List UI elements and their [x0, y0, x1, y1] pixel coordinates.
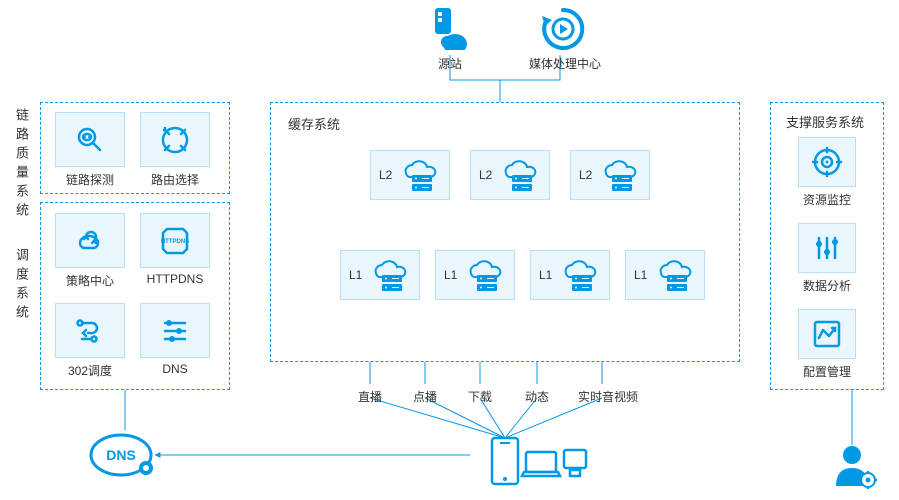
support-card-config	[798, 309, 856, 359]
support-label-config: 配置管理	[790, 363, 864, 380]
cache-l1-node: L1	[530, 250, 610, 300]
service-label: 直播	[358, 388, 382, 405]
dispatch-label-redirect: 302调度	[47, 362, 133, 379]
media-center-icon	[540, 6, 586, 52]
dispatch-label-dns: DNS	[132, 362, 218, 376]
cache-l2-node: L2	[470, 150, 550, 200]
dispatch-card-strategy	[55, 213, 125, 268]
cache-l1-node: L1	[625, 250, 705, 300]
support-card-monitor	[798, 137, 856, 187]
link-quality-card-route	[140, 112, 210, 167]
origin-icon	[425, 6, 473, 50]
link-quality-label-route: 路由选择	[132, 171, 218, 188]
dispatch-label-strategy: 策略中心	[47, 272, 133, 289]
dispatch-label-httpdns: HTTPDNS	[132, 272, 218, 286]
service-label: 点播	[413, 388, 437, 405]
support-label-monitor: 资源监控	[790, 191, 864, 208]
admin-icon	[830, 442, 878, 490]
link-quality-title: 链路质量系统	[12, 108, 31, 222]
support-label-analytics: 数据分析	[790, 277, 864, 294]
cache-l2-node: L2	[370, 150, 450, 200]
service-label: 实时音视频	[578, 388, 638, 405]
cache-l1-node: L1	[435, 250, 515, 300]
media-center-label: 媒体处理中心	[520, 55, 610, 72]
dns-node-label: DNS	[106, 447, 136, 463]
link-quality-card-probe	[55, 112, 125, 167]
cache-system-box	[270, 102, 740, 362]
dispatch-title: 调度系统	[12, 248, 31, 324]
service-label: 下载	[468, 388, 492, 405]
cache-system-title: 缓存系统	[288, 114, 340, 133]
svg-text:HTTPDNS: HTTPDNS	[161, 239, 189, 245]
cache-l2-node: L2	[570, 150, 650, 200]
link-quality-label-probe: 链路探测	[47, 171, 133, 188]
origin-label: 源站	[415, 55, 485, 72]
dns-node-icon: DNS	[88, 430, 158, 480]
dispatch-card-redirect	[55, 303, 125, 358]
support-card-analytics	[798, 223, 856, 273]
dispatch-card-dns	[140, 303, 210, 358]
service-label: 动态	[525, 388, 549, 405]
dispatch-card-httpdns: HTTPDNS	[140, 213, 210, 268]
devices-icon	[468, 436, 588, 488]
cache-l1-node: L1	[340, 250, 420, 300]
support-title: 支撑服务系统	[786, 112, 864, 131]
